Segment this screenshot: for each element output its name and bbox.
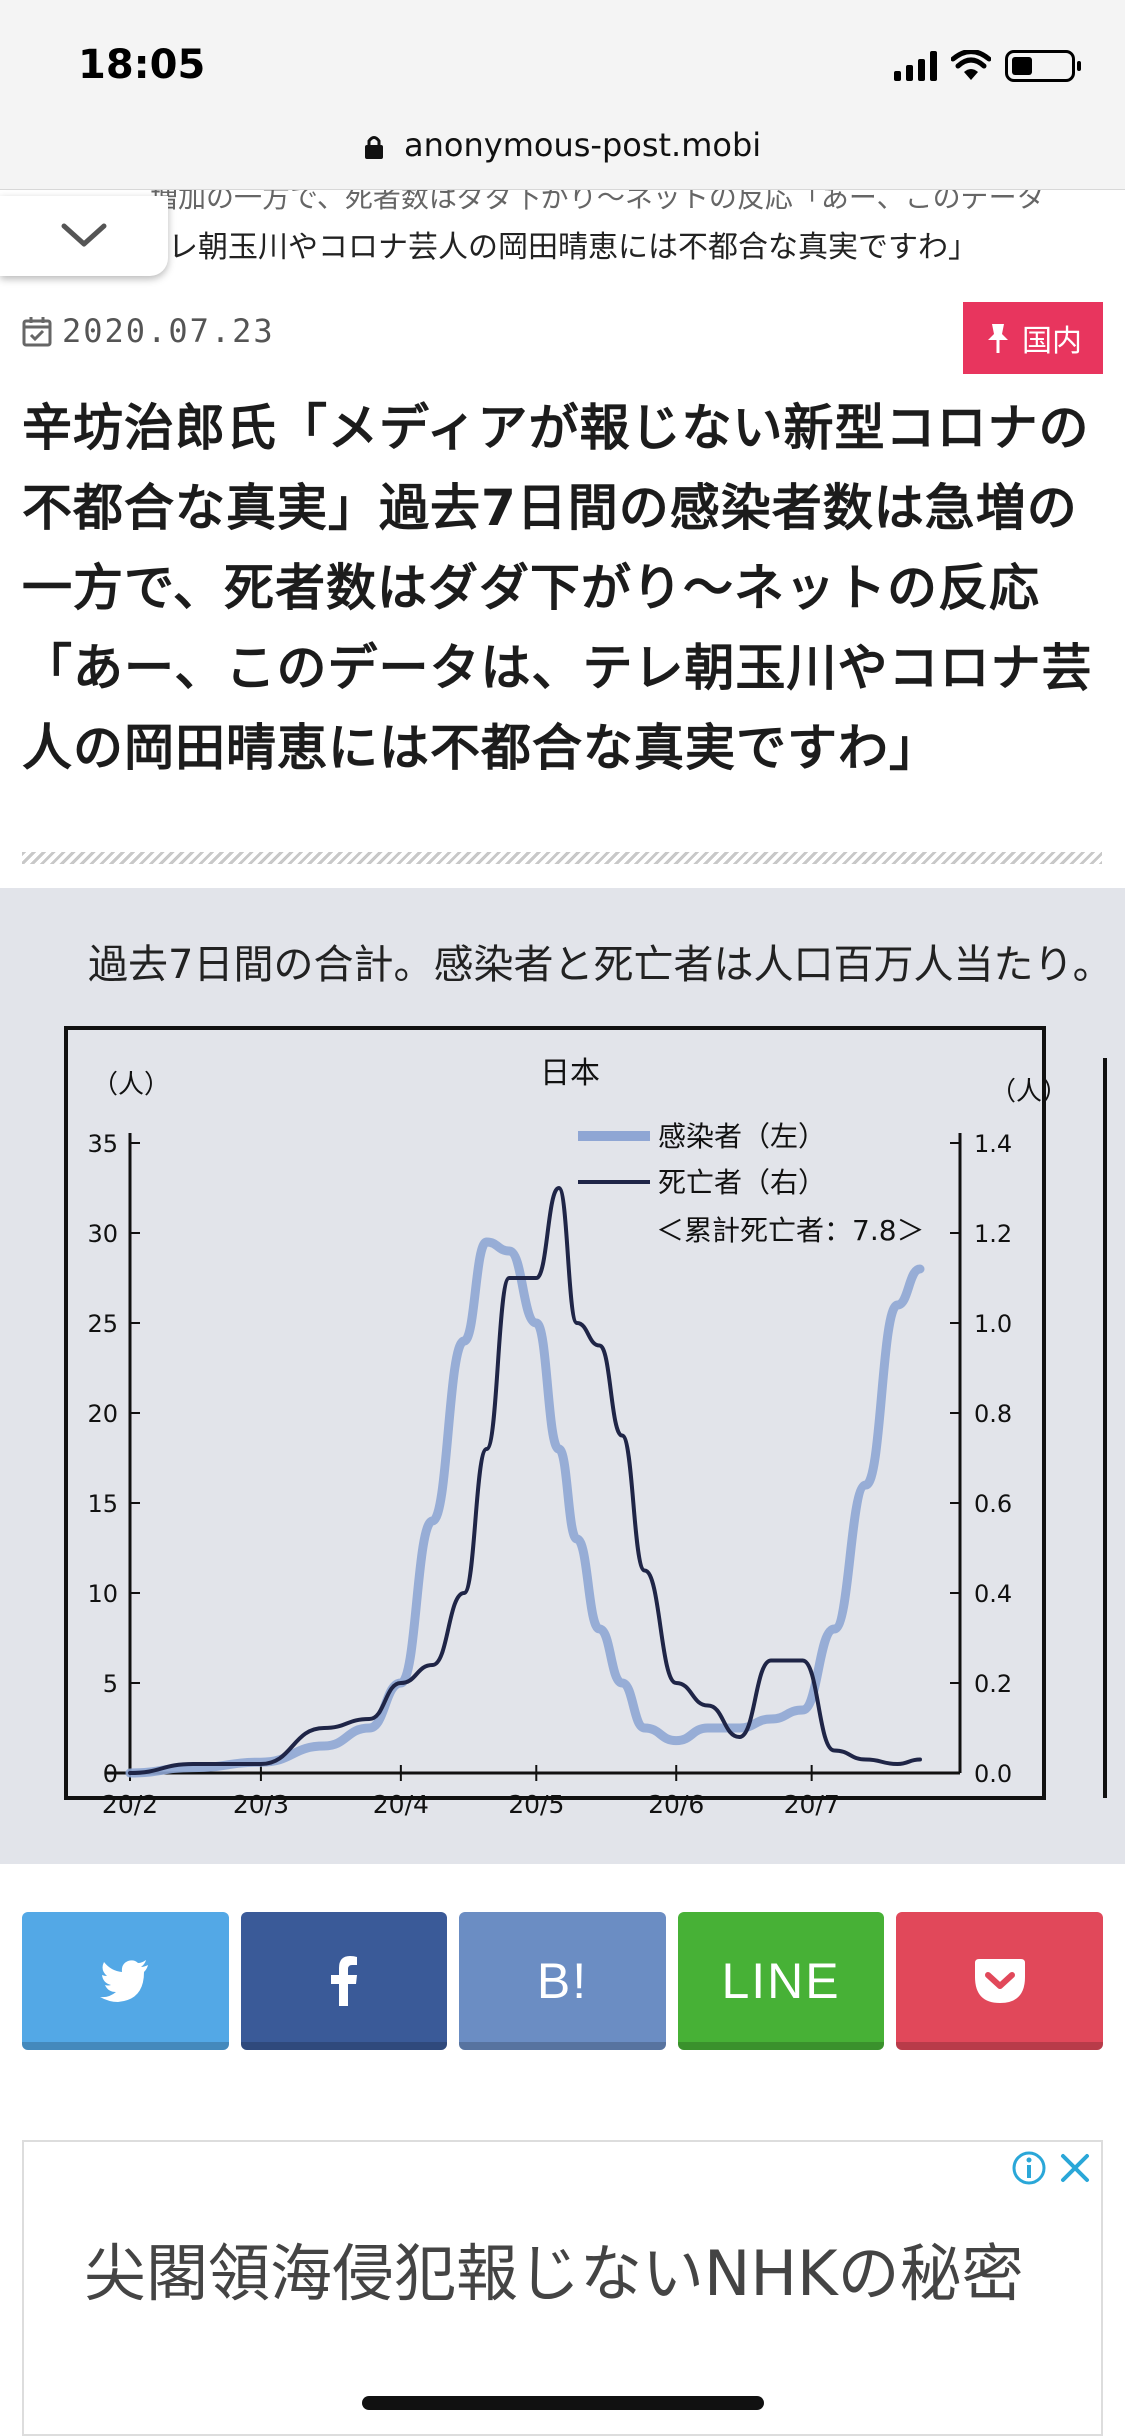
x-tick-label: 20/6 bbox=[648, 1790, 704, 1819]
legend-label-infected: 感染者（左） bbox=[658, 1120, 826, 1153]
x-tick-label: 20/2 bbox=[102, 1790, 158, 1819]
left-tick-label: 5 bbox=[103, 1670, 118, 1698]
share-buttons: B! LINE bbox=[22, 1912, 1103, 2050]
ticker-line-2: レ朝玉川やコロナ芸人の岡田晴恵には不都合な真実ですわ」 bbox=[168, 230, 978, 265]
share-twitter-button[interactable] bbox=[22, 1912, 229, 2050]
post-date-text: 2020.07.23 bbox=[62, 312, 275, 350]
chart: 過去7日間の合計。感染者と死亡者は人口百万人当たり。 日本 （人） （人） 感染… bbox=[0, 888, 1125, 1864]
x-tick-label: 20/5 bbox=[508, 1790, 564, 1819]
ticker-bar: 増加の一方で、死者数はダダ下がり〜ネットの反応「あー、このデータ レ朝玉川やコロ… bbox=[0, 190, 1125, 276]
url-text: anonymous-post.mobi bbox=[404, 126, 762, 164]
pocket-icon bbox=[974, 1959, 1025, 2003]
battery-icon bbox=[1005, 50, 1081, 82]
ad-controls bbox=[1011, 2150, 1093, 2186]
share-pocket-button[interactable] bbox=[896, 1912, 1103, 2050]
article-title: 辛坊治郎氏「メディアが報じない新型コロナの不都合な真実」過去7日間の感染者数は急… bbox=[22, 399, 1093, 777]
status-icons bbox=[894, 50, 1081, 82]
chart-series bbox=[125, 1186, 925, 1778]
cumulative-deaths-note: ＜累計死亡者：7.8＞ bbox=[656, 1214, 925, 1247]
ad-info-icon[interactable] bbox=[1011, 2150, 1047, 2186]
status-time: 18:05 bbox=[78, 42, 206, 88]
left-tick-label: 15 bbox=[87, 1490, 118, 1518]
signal-icon bbox=[894, 51, 937, 81]
right-tick-label: 0.6 bbox=[974, 1490, 1012, 1518]
chart-axes: 0 5 10 15 20 25 30 35 0.0 0.2 0.4 0.6 0.8 1.0 1.2 1.4 20… bbox=[87, 1130, 1012, 1819]
category-badge[interactable]: 国内 bbox=[963, 302, 1103, 374]
share-facebook-button[interactable] bbox=[240, 1912, 448, 2050]
twitter-bird-icon bbox=[100, 1960, 149, 2002]
facebook-f-icon bbox=[330, 1956, 357, 2006]
left-tick-label: 0 bbox=[103, 1760, 118, 1788]
post-date: 2020.07.23 bbox=[22, 312, 275, 350]
x-tick-label: 20/7 bbox=[784, 1790, 840, 1819]
ticker-line-1: 増加の一方で、死者数はダダ下がり〜ネットの反応「あー、このデータ bbox=[150, 190, 1045, 214]
series-line-deaths bbox=[128, 1186, 922, 1775]
ad-title: 尖閣領海侵犯報じないNHKの秘密 bbox=[84, 2237, 1024, 2310]
line-label: LINE bbox=[721, 1953, 841, 2009]
chart-title: 日本 bbox=[540, 1056, 600, 1091]
ad-banner[interactable]: 尖閣領海侵犯報じないNHKの秘密 bbox=[22, 2140, 1103, 2436]
left-tick-label: 25 bbox=[87, 1310, 118, 1338]
left-tick-label: 10 bbox=[87, 1580, 118, 1608]
home-indicator bbox=[362, 2396, 764, 2410]
right-tick-label: 0.8 bbox=[974, 1400, 1012, 1428]
right-tick-label: 1.4 bbox=[974, 1130, 1012, 1158]
browser-url-bar[interactable]: anonymous-post.mobi bbox=[0, 118, 1125, 190]
ad-close-icon[interactable] bbox=[1057, 2150, 1093, 2186]
chevron-down-icon bbox=[61, 223, 107, 247]
left-tick-label: 35 bbox=[87, 1130, 118, 1158]
lock-icon bbox=[364, 136, 383, 159]
right-tick-label: 0.0 bbox=[974, 1760, 1012, 1788]
right-tick-label: 0.2 bbox=[974, 1670, 1012, 1698]
calendar-icon bbox=[22, 317, 52, 347]
right-tick-label: 0.4 bbox=[974, 1580, 1012, 1608]
chart-frame bbox=[64, 1026, 1046, 1800]
right-axis-unit: （人） bbox=[990, 1077, 1068, 1107]
x-tick-label: 20/4 bbox=[373, 1790, 429, 1819]
left-tick-label: 20 bbox=[87, 1400, 118, 1428]
share-line-button[interactable]: LINE bbox=[677, 1912, 885, 2050]
hatena-label: B! bbox=[536, 1953, 589, 2009]
right-tick-label: 1.2 bbox=[974, 1220, 1012, 1248]
pin-icon bbox=[988, 324, 1008, 353]
right-tick-label: 1.0 bbox=[974, 1310, 1012, 1338]
left-axis-unit: （人） bbox=[92, 1070, 170, 1100]
x-tick-label: 20/3 bbox=[233, 1790, 289, 1819]
collapse-toggle-button[interactable] bbox=[0, 196, 168, 276]
article-photo: 過去7日間の合計。感染者と死亡者は人口百万人当たり。 日本 （人） （人） 感染… bbox=[0, 888, 1125, 1864]
title-divider bbox=[22, 852, 1102, 864]
left-tick-label: 30 bbox=[87, 1220, 118, 1248]
status-bar: 18:05 bbox=[0, 0, 1125, 118]
category-label: 国内 bbox=[1022, 324, 1082, 359]
photo-caption: 過去7日間の合計。感染者と死亡者は人口百万人当たり。 bbox=[88, 942, 1113, 988]
wifi-icon bbox=[951, 50, 991, 80]
share-hatena-button[interactable]: B! bbox=[459, 1912, 666, 2050]
chart-legend: 感染者（左） 死亡者（右） ＜累計死亡者：7.8＞ bbox=[578, 1120, 925, 1247]
legend-label-deaths: 死亡者（右） bbox=[658, 1166, 826, 1199]
